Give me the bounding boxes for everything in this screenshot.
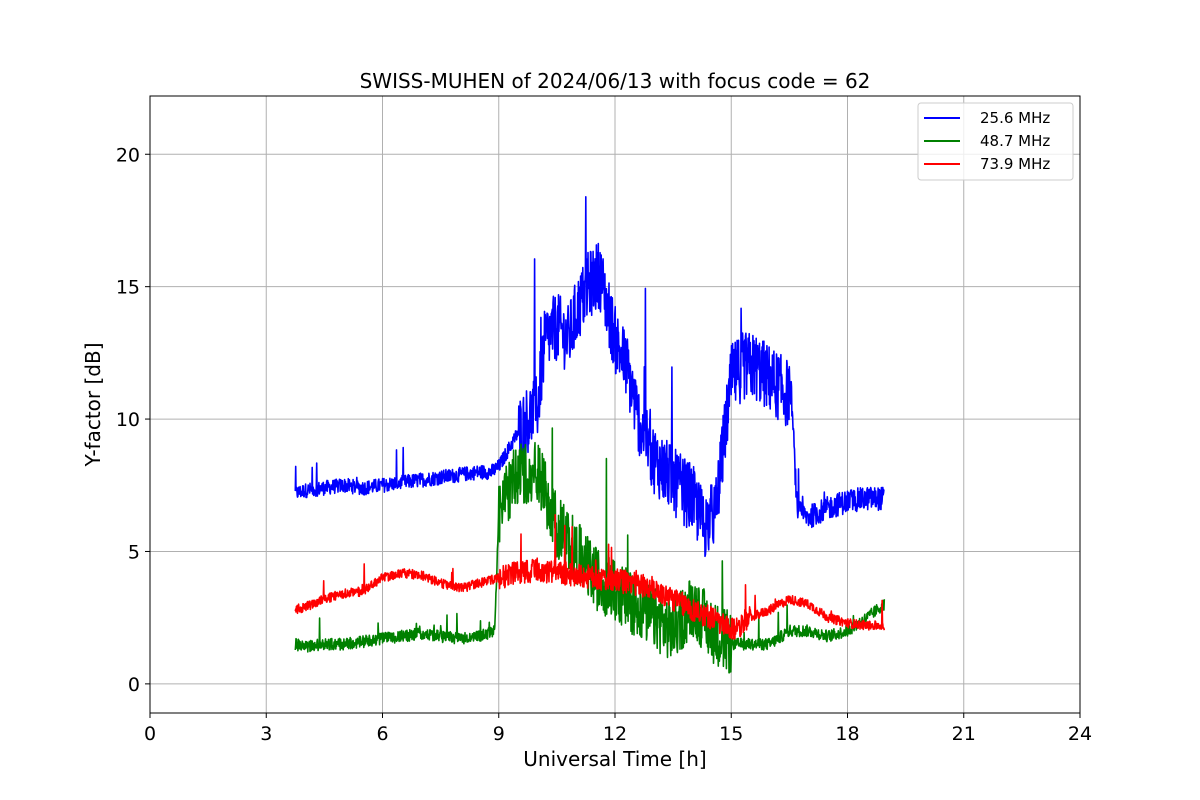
x-tick-label: 18 bbox=[835, 723, 859, 745]
series-line-2 bbox=[294, 514, 886, 640]
x-tick-label: 0 bbox=[144, 723, 156, 745]
x-tick-label: 15 bbox=[719, 723, 743, 745]
y-tick-label: 10 bbox=[116, 409, 140, 431]
plot-lines bbox=[294, 196, 886, 674]
legend-box bbox=[917, 102, 1074, 181]
legend-label: 25.6 MHz bbox=[980, 109, 1050, 127]
x-tick-label: 12 bbox=[603, 723, 627, 745]
y-tick-label: 20 bbox=[116, 144, 140, 166]
legend-label: 48.7 MHz bbox=[980, 132, 1050, 150]
x-tick-label: 24 bbox=[1068, 723, 1092, 745]
y-tick-label: 5 bbox=[128, 541, 140, 563]
y-axis-label: Y-factor [dB] bbox=[81, 342, 105, 467]
y-tick-label: 0 bbox=[128, 674, 140, 696]
x-tick-label: 6 bbox=[376, 723, 388, 745]
legend: 25.6 MHz 48.7 MHz 73.9 MHz bbox=[917, 102, 1074, 181]
axis-ticks: 0 3 6 9 12 15 18 21 24 0 5 10 15 20 bbox=[116, 144, 1092, 745]
x-axis-label: Universal Time [h] bbox=[523, 747, 706, 771]
chart-title: SWISS-MUHEN of 2024/06/13 with focus cod… bbox=[360, 69, 871, 93]
x-tick-label: 3 bbox=[260, 723, 272, 745]
x-tick-label: 21 bbox=[952, 723, 976, 745]
series-line-0 bbox=[294, 196, 885, 558]
y-tick-label: 15 bbox=[116, 277, 140, 299]
x-tick-label: 9 bbox=[493, 723, 505, 745]
legend-label: 73.9 MHz bbox=[980, 155, 1050, 173]
